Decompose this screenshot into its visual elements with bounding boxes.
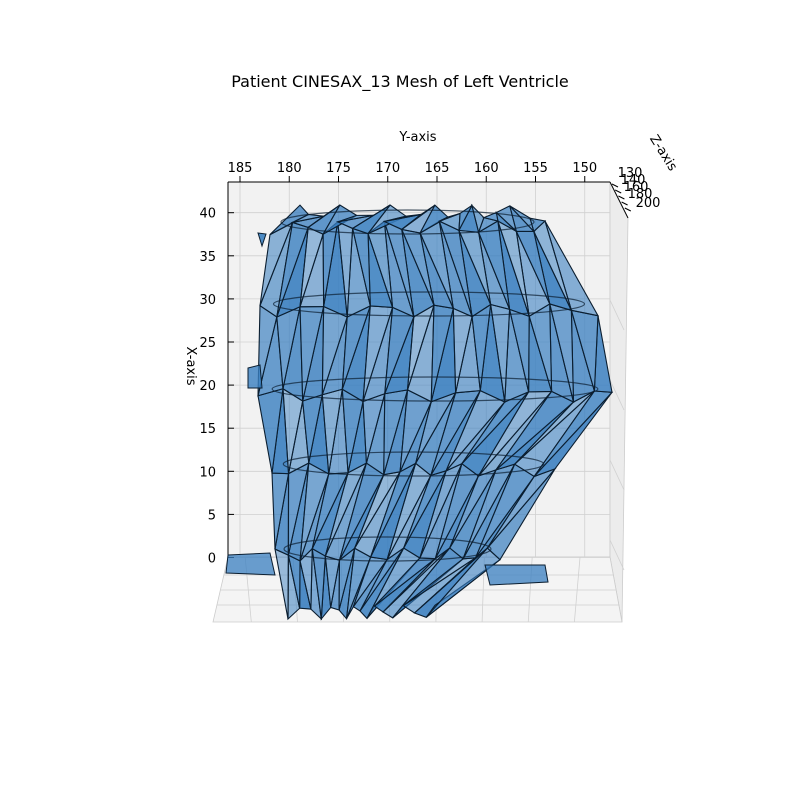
z-axis-label: Z-axis [646, 132, 680, 174]
mesh-face [484, 564, 549, 586]
mesh-face [384, 213, 422, 223]
mesh-slice [272, 291, 586, 317]
mesh-face [337, 214, 374, 223]
y-tick-label: 155 [523, 161, 548, 176]
mesh-face [269, 204, 310, 236]
z-tick-label: 140 [621, 173, 646, 188]
y-tick-label: 170 [375, 161, 400, 176]
z-tick [618, 195, 625, 200]
x-tick-label: 35 [199, 250, 216, 265]
z-tick-label: 160 [624, 180, 649, 195]
z-tick [624, 207, 632, 212]
y-tick-label: 150 [572, 161, 597, 176]
mesh-face [247, 364, 263, 389]
y-tick-label: 175 [326, 161, 351, 176]
y-tick-label: 185 [228, 161, 253, 176]
mesh-face [439, 212, 461, 222]
x-axis-label: X-axis [183, 347, 198, 386]
y-tick-label: 160 [474, 161, 499, 176]
z-tick [621, 201, 628, 206]
x-tick-label: 10 [199, 465, 216, 480]
mesh-face [482, 211, 499, 222]
x-axis: 0 5 10 15 20 25 30 35 40 [199, 182, 234, 567]
mesh-slice [283, 536, 492, 562]
y-axis-label: Y-axis [398, 130, 436, 145]
mesh-face [418, 204, 449, 235]
y-tick-label: 165 [425, 161, 450, 176]
z-tick-label: 130 [618, 166, 643, 181]
x-tick-label: 5 [208, 508, 216, 523]
mesh-slice [280, 209, 535, 235]
grid-line [573, 556, 581, 623]
mesh-face [257, 232, 267, 248]
z-tick-label: 180 [628, 187, 653, 202]
mesh-face [307, 204, 341, 228]
z-tick [611, 183, 619, 188]
z-tick [614, 189, 622, 194]
x-tick-label: 20 [199, 379, 216, 394]
right-pane [609, 181, 629, 623]
ventricle-mesh [225, 203, 614, 621]
grid-line [609, 379, 625, 411]
x-tick-label: 0 [208, 552, 216, 567]
mesh-slice [271, 376, 599, 402]
x-tick-label: 40 [199, 207, 216, 222]
grid-line [609, 539, 625, 571]
mesh-face [495, 205, 518, 233]
grid-line [609, 299, 625, 331]
z-tick-label: 200 [636, 196, 661, 211]
y-tick-label: 180 [277, 161, 302, 176]
x-tick-label: 30 [199, 293, 216, 308]
x-tick-label: 25 [199, 336, 216, 351]
mesh-face [292, 213, 324, 223]
z-axis-line [609, 181, 629, 219]
x-tick-label: 15 [199, 422, 216, 437]
mesh-slice [282, 451, 545, 477]
mesh-face [225, 552, 276, 576]
mesh-face [321, 204, 358, 236]
chart-title: Patient CINESAX_13 Mesh of Left Ventricl… [231, 72, 569, 91]
y-axis: 185 180 175 170 165 160 155 150 [228, 161, 610, 183]
grid-line [609, 459, 625, 491]
